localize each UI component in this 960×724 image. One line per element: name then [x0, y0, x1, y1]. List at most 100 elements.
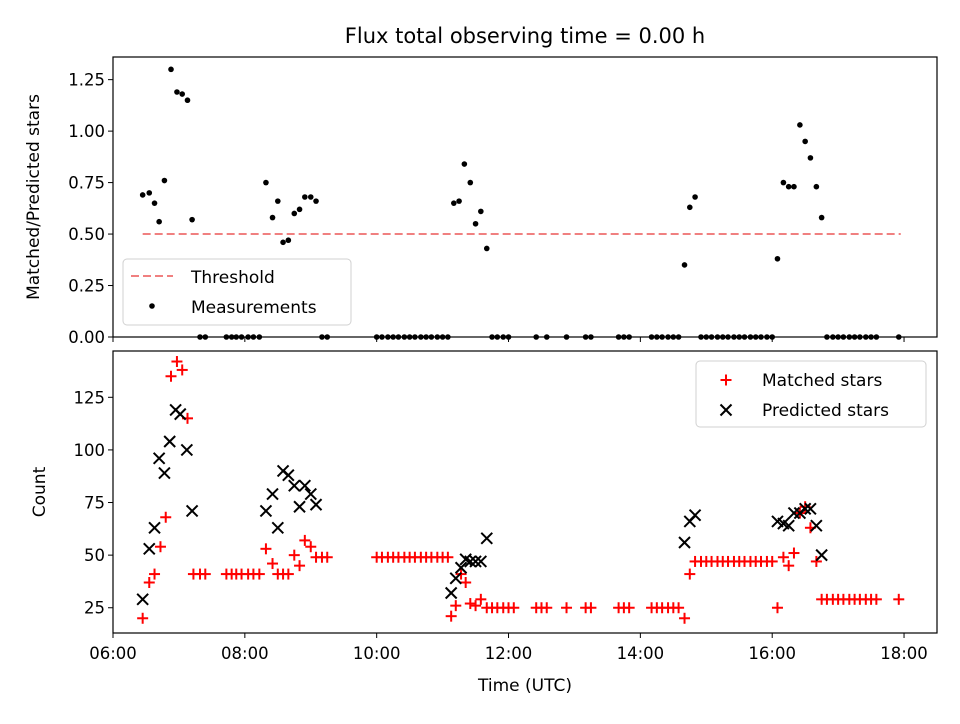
data-point: [777, 551, 789, 563]
data-point: [185, 504, 199, 518]
data-point-b: [136, 593, 149, 606]
x-tick-label: 08:00: [221, 644, 269, 663]
data-point: [280, 239, 286, 246]
x-tick-label: 16:00: [748, 644, 796, 663]
data-point: [798, 502, 812, 516]
data-point: [815, 548, 828, 562]
data-point: [687, 204, 693, 211]
data-point: [444, 586, 458, 600]
legend-label: Matched stars: [762, 371, 882, 391]
data-point-b: [298, 479, 312, 492]
data-point: [154, 541, 166, 553]
legend-measurements-label: Measurements: [191, 298, 317, 318]
data-point: [288, 549, 300, 561]
data-point: [275, 198, 281, 204]
data-point: [179, 91, 186, 97]
data-point: [673, 602, 685, 614]
data-point: [184, 97, 191, 104]
legend: Threshold Measurements: [122, 258, 352, 326]
y-tick-label: 0.50: [68, 225, 105, 244]
data-point-b: [449, 572, 462, 585]
data-point: [269, 214, 276, 221]
data-point: [788, 547, 800, 559]
x-tick-label: 10:00: [353, 644, 401, 663]
x-tick-label: 12:00: [485, 644, 533, 663]
series-matched-stars: [137, 356, 905, 624]
y-axis-label: Matched/Predicted stars: [24, 94, 44, 300]
data-point: [771, 602, 783, 614]
data-point: [309, 498, 323, 511]
x-tick-label: 18:00: [880, 644, 928, 663]
data-point: [541, 602, 553, 614]
data-point: [802, 138, 808, 145]
data-point: [472, 220, 479, 227]
data-point: [445, 610, 457, 622]
data-point: [171, 356, 183, 368]
data-point-b: [293, 500, 306, 513]
data-point-b: [304, 487, 317, 501]
top-panel-ratio: 0.00 0.25 0.50 0.75 1.00 1.25 Matched/Predicte…: [24, 56, 938, 347]
data-point-b: [185, 504, 199, 518]
data-point-b: [266, 487, 279, 501]
data-point-b: [469, 555, 482, 568]
data-point: [585, 602, 597, 614]
data-point: [189, 216, 195, 223]
data-point: [818, 214, 825, 221]
data-point: [304, 487, 317, 501]
data-point: [136, 593, 149, 606]
data-point: [302, 194, 308, 200]
data-point: [143, 542, 156, 556]
data-point: [146, 190, 153, 196]
y-tick-label: 25: [84, 599, 105, 618]
data-point: [263, 179, 269, 186]
data-point-b: [777, 517, 790, 530]
data-point-b: [804, 502, 817, 516]
data-point: [168, 66, 174, 73]
y-axis-label: Count: [30, 466, 50, 517]
data-point: [174, 89, 180, 95]
data-point: [161, 177, 168, 184]
data-point-b: [688, 508, 702, 522]
data-point: [474, 555, 488, 568]
x-axis-label: Time (UTC): [477, 676, 572, 696]
data-point: [813, 183, 820, 190]
data-point: [298, 479, 312, 492]
data-point: [766, 555, 778, 567]
x-tick-label: 14:00: [617, 644, 665, 663]
data-point: [299, 534, 311, 546]
data-point: [450, 600, 462, 612]
data-point: [148, 521, 161, 534]
x-tick-label: 06:00: [89, 644, 137, 663]
data-point: [561, 602, 573, 614]
data-point-b: [180, 443, 194, 457]
y-tick-label: 1.00: [68, 122, 105, 141]
data-point: [158, 466, 171, 480]
y-tick-label: 100: [74, 441, 106, 460]
data-point-b: [464, 555, 477, 568]
data-point: [139, 192, 146, 198]
data-point: [478, 208, 484, 215]
data-point: [176, 364, 188, 376]
data-point-b: [459, 553, 472, 566]
data-point-b: [158, 466, 171, 480]
data-point-b: [815, 548, 828, 562]
data-point: [266, 487, 279, 501]
data-point: [475, 593, 487, 605]
data-point-b: [259, 504, 273, 518]
data-point: [807, 155, 814, 161]
data-point: [180, 443, 194, 457]
data-point: [469, 555, 482, 568]
data-point: [782, 519, 795, 532]
data-point-b: [163, 435, 176, 448]
data-point-b: [474, 555, 488, 568]
data-point: [313, 198, 319, 204]
data-point: [785, 183, 792, 190]
data-point: [464, 555, 477, 568]
data-point-b: [798, 502, 812, 516]
data-point: [464, 598, 476, 610]
data-point-b: [782, 519, 795, 532]
data-point: [253, 568, 265, 580]
data-point: [804, 502, 817, 516]
data-point: [156, 218, 162, 225]
data-point: [199, 568, 211, 580]
